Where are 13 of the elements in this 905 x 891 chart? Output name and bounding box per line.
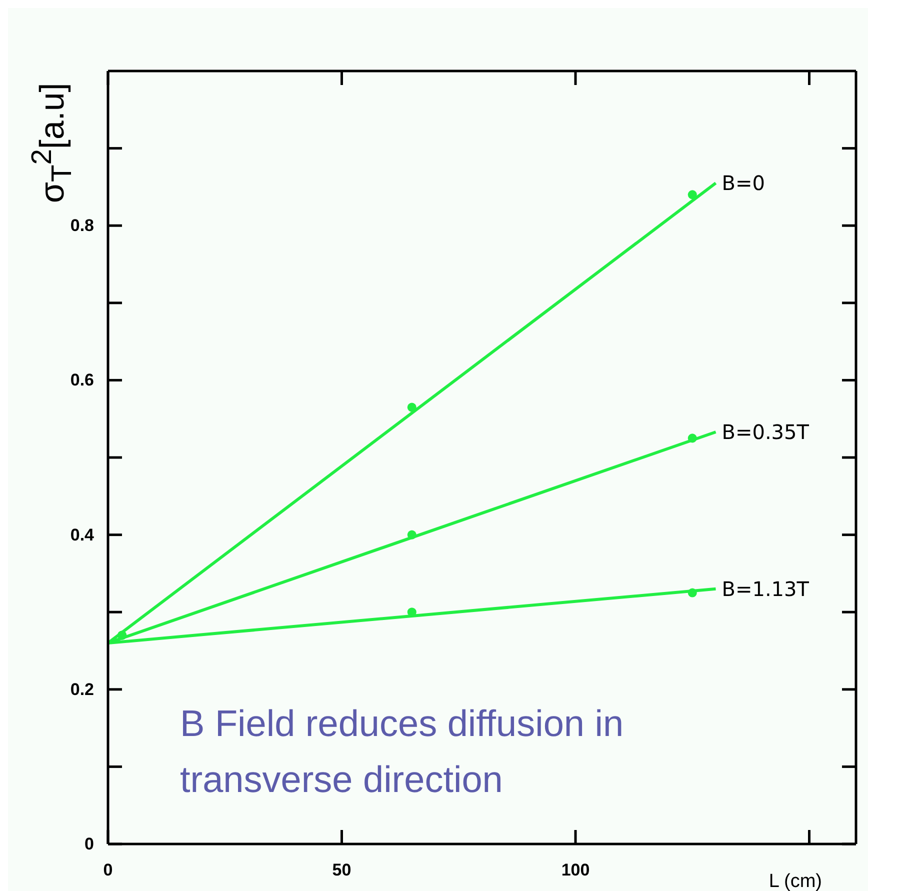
- x-tick-label: 0: [103, 860, 113, 880]
- y-tick-label: 0.4: [70, 525, 95, 544]
- y-tick-label: 0.8: [70, 216, 94, 236]
- y-tick-label: 0.2: [70, 680, 94, 699]
- series-label: B=1.13T: [722, 576, 810, 601]
- series-label: B=0.35T: [722, 420, 810, 444]
- x-tick-label: 100: [561, 860, 590, 880]
- y-tick-label: 0: [84, 834, 94, 854]
- annotation: B Field reduces diffusion in transverse direction: [180, 702, 625, 802]
- y-tick-label: 0.6: [70, 370, 94, 390]
- x-axis-title: L (cm): [768, 871, 822, 891]
- series-label: B=0: [722, 171, 765, 196]
- x-tick-label: 50: [332, 860, 352, 880]
